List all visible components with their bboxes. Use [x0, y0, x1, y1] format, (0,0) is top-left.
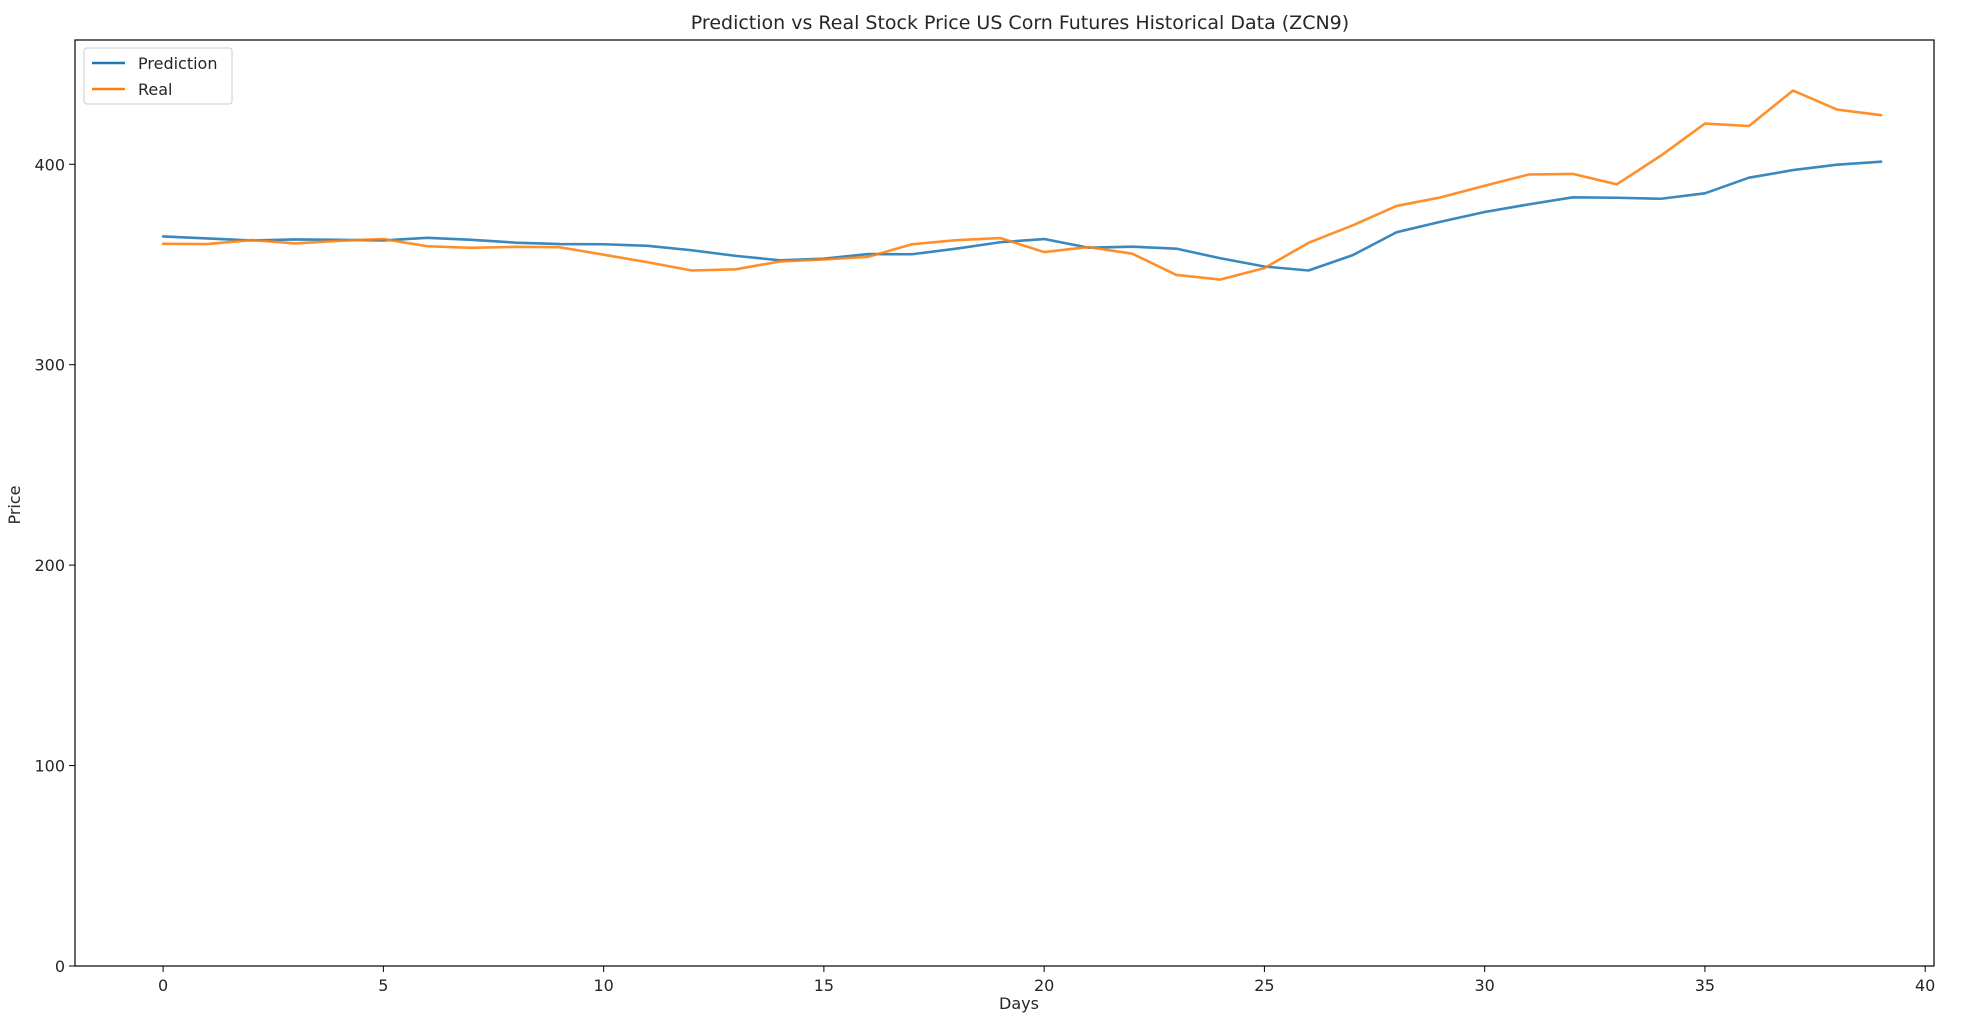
- series-line-real: [161, 89, 1883, 281]
- y-tick-label: 400: [34, 155, 65, 174]
- x-tick-label: 10: [593, 976, 613, 995]
- series-line-prediction: [161, 160, 1883, 272]
- y-tick-label: 0: [55, 957, 65, 976]
- legend-label-real: Real: [138, 80, 173, 99]
- y-tick-label: 300: [34, 356, 65, 375]
- legend: Prediction Real: [83, 47, 233, 105]
- x-axis-label: Days: [999, 994, 1039, 1013]
- series-layer: [161, 89, 1883, 281]
- chart-title: Prediction vs Real Stock Price US Corn F…: [691, 12, 1349, 34]
- y-tick-label: 200: [34, 556, 65, 575]
- y-tick-label: 100: [34, 757, 65, 776]
- y-axis-ticks: 0 100 200 300 400: [34, 155, 75, 976]
- x-tick-label: 30: [1474, 976, 1494, 995]
- x-tick-label: 35: [1695, 976, 1715, 995]
- x-tick-label: 0: [158, 976, 168, 995]
- y-axis-label: Price: [5, 485, 24, 524]
- plot-area: [74, 39, 1935, 967]
- x-tick-label: 40: [1915, 976, 1935, 995]
- x-axis-ticks: 0 5 10 15 20 25 30 35 40: [158, 966, 1935, 995]
- x-tick-label: 15: [814, 976, 834, 995]
- x-tick-label: 20: [1034, 976, 1054, 995]
- x-tick-label: 5: [378, 976, 388, 995]
- x-tick-label: 25: [1254, 976, 1274, 995]
- legend-label-prediction: Prediction: [138, 54, 217, 73]
